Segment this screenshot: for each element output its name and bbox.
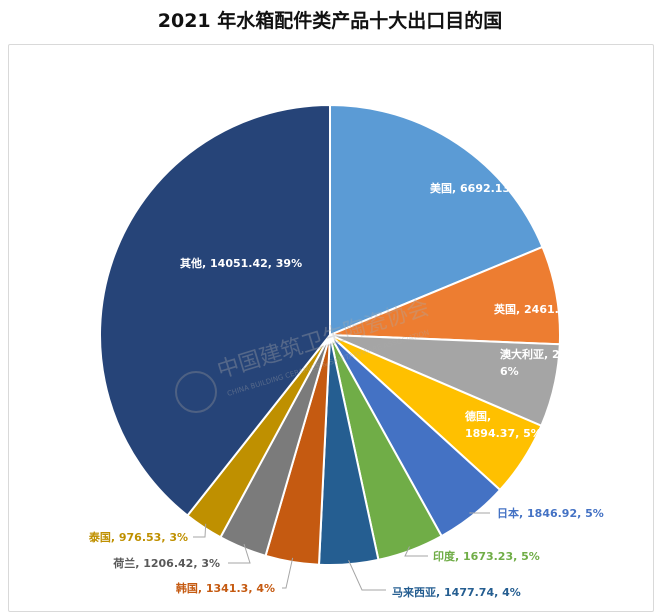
data-label-0: 美国, 6692.13, 19% (430, 181, 544, 195)
leader-line-7 (282, 557, 294, 589)
leader-line-6 (348, 560, 386, 591)
data-label-9: 泰国, 976.53, 3% (88, 530, 188, 544)
pie-slice-10 (99, 103, 331, 517)
data-label-3: 德国, 1894.37, 5% (464, 409, 542, 440)
chart-title: 2021 年水箱配件类产品十大出口目的国 (157, 10, 503, 32)
pie-slice-0 (329, 103, 544, 337)
leader-line-9 (193, 523, 207, 538)
data-label-1: 英国, 2461.45, 7% (493, 302, 601, 316)
data-label-6: 马来西亚, 1477.74, 4% (392, 585, 521, 599)
data-label-8: 荷兰, 1206.42, 3% (112, 556, 220, 570)
leader-line-8 (228, 543, 251, 564)
data-label-2: 澳大利亚, 2074.23, 6% (500, 347, 606, 378)
watermark-logo-icon (175, 371, 217, 413)
data-label-10: 其他, 14051.42, 39% (180, 256, 302, 270)
data-label-7: 韩国, 1341.3, 4% (176, 581, 275, 595)
data-label-4: 日本, 1846.92, 5% (497, 506, 604, 520)
leader-line-5 (404, 546, 428, 557)
leader-line-4 (469, 512, 490, 514)
data-label-5: 印度, 1673.23, 5% (433, 549, 540, 563)
